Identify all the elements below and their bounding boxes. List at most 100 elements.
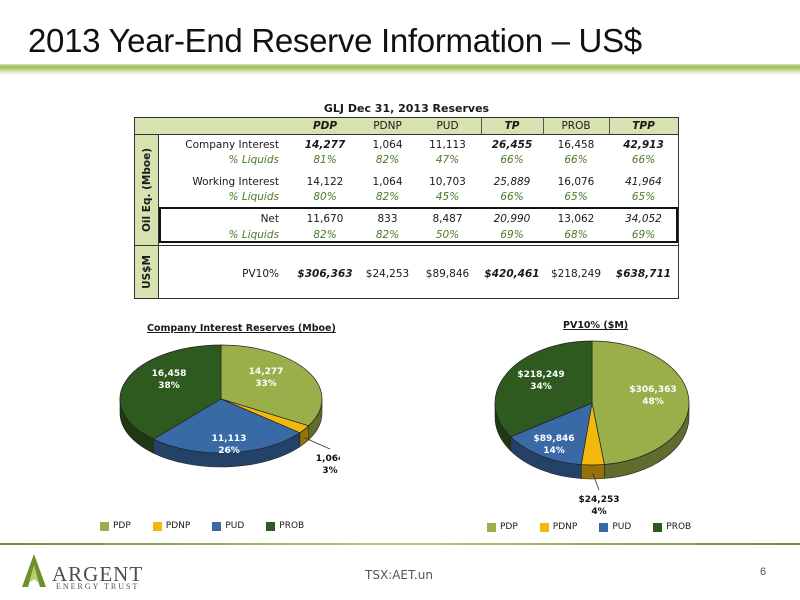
table-cell: $638,711: [615, 268, 672, 280]
table-header-row: PDP PDNP PUD TP PROB TPP: [135, 118, 678, 135]
pie-data-label-pct: 26%: [218, 446, 240, 456]
legend-label: PDP: [500, 522, 518, 532]
reserves-table: PDP PDNP PUD TP PROB TPP Oil Eq. (Mboe) …: [134, 117, 679, 299]
table-cell: 16,458: [557, 139, 595, 151]
table-cell: 50%: [435, 229, 460, 241]
table-cell: 13,062: [557, 213, 595, 225]
pie-data-label-value: $24,253: [579, 495, 620, 505]
row-label-liquids: % Liquids: [228, 154, 279, 166]
legend-label: PUD: [612, 522, 632, 532]
oil-eq-side-panel: Oil Eq. (Mboe): [135, 135, 159, 245]
legend-item-pud: PUD: [212, 521, 244, 531]
header-tpp: TPP: [632, 120, 655, 132]
table-cell: $89,846: [425, 268, 470, 280]
pie-data-label-pct: 3%: [322, 466, 337, 476]
pie-data-label-pct: 4%: [591, 507, 606, 517]
row-label-company-interest: Company Interest: [185, 139, 279, 151]
table-cell: 82%: [375, 191, 400, 203]
pie-data-label-value: $306,363: [629, 385, 676, 395]
logo-tagline: ENERGY TRUST: [56, 582, 140, 591]
table-cell: 47%: [435, 154, 460, 166]
table-cell: 65%: [564, 191, 588, 203]
legend-label: PDNP: [552, 522, 578, 532]
row-label-liquids: % Liquids: [228, 191, 279, 203]
table-cell: 1,064: [372, 139, 403, 151]
title-divider: [0, 64, 800, 76]
pie-slice-pud: [510, 402, 593, 465]
legend-item-pdnp: PDNP: [152, 521, 191, 531]
pie-slice-pdp: [591, 340, 690, 465]
table-cell: $218,249: [550, 268, 602, 280]
legend-label: PDP: [113, 521, 131, 531]
pie-title-pv10: PV10% ($M): [563, 320, 629, 331]
pie-chart-pv10: $306,363 48% $24,253 4% $89,846 14% $218,249 34…: [494, 340, 690, 517]
legend-label: PDNP: [165, 521, 191, 531]
footer-divider: [0, 543, 800, 545]
legend-item-prob: PROB: [653, 522, 691, 532]
pie-data-label-value: 14,277: [249, 367, 284, 377]
table-cell: $306,363: [297, 268, 353, 280]
table-cell: 65%: [631, 191, 656, 203]
table-cell: 68%: [564, 229, 588, 241]
legend-pv10: PDP PDNP PUD PROB: [487, 522, 691, 532]
pie-data-label-value: 16,458: [152, 369, 187, 379]
table-cell: 82%: [375, 229, 400, 241]
net-highlight-box: [159, 207, 678, 243]
usd-side-panel: US$M: [135, 246, 159, 298]
table-cell: 45%: [435, 191, 460, 203]
legend-label: PROB: [666, 522, 692, 532]
table-cell: 34,052: [625, 213, 662, 225]
table-cell: 10,703: [429, 176, 466, 188]
table-cell: 26,455: [491, 139, 533, 151]
pie-data-label-pct: 34%: [530, 382, 552, 392]
table-cell: 82%: [375, 154, 400, 166]
legend-item-pdp: PDP: [100, 521, 131, 531]
pie-data-label-value: 1,064: [316, 454, 340, 464]
table-cell: $24,253: [365, 268, 410, 280]
legend-item-pud: PUD: [599, 522, 631, 532]
row-label-working-interest: Working Interest: [192, 176, 279, 188]
table-caption: GLJ Dec 31, 2013 Reserves: [323, 102, 490, 115]
pie-slice-prob: [494, 340, 593, 438]
table-cell: 25,889: [493, 176, 531, 188]
header-prob: PROB: [561, 120, 591, 132]
pie-slice-prob: [119, 344, 222, 440]
table-cell: 833: [377, 213, 398, 225]
table-cell: 69%: [500, 229, 524, 241]
header-pdp: PDP: [312, 120, 338, 132]
table-cell: 11,670: [306, 213, 344, 225]
page-number: 6: [760, 566, 767, 578]
table-cell: 42,913: [623, 139, 664, 151]
table-cell: 66%: [500, 154, 524, 166]
callout-line: [592, 473, 600, 491]
table-cell: 41,964: [625, 176, 662, 188]
table-cell: 8,487: [432, 213, 463, 225]
table-cell: 69%: [631, 229, 656, 241]
row-label-liquids: % Liquids: [228, 229, 279, 241]
table-cell: $420,461: [484, 268, 540, 280]
pie-data-label-value: $89,846: [534, 434, 575, 444]
header-pud: PUD: [436, 120, 459, 132]
ticker-symbol: TSX:AET.un: [365, 568, 433, 582]
slide-title: 2013 Year-End Reserve Information – US$: [28, 22, 642, 59]
pie-data-label-pct: 38%: [158, 381, 180, 391]
argent-logo-icon: [22, 554, 46, 587]
pie-title-company-interest: Company Interest Reserves (Mboe): [147, 323, 336, 334]
header-tp: TP: [504, 120, 520, 132]
legend-item-pdp: PDP: [487, 522, 518, 532]
table-cell: 80%: [313, 191, 337, 203]
table-cell: 81%: [313, 154, 337, 166]
row-label-net: Net: [260, 213, 279, 225]
table-cell: 1,064: [372, 176, 403, 188]
table-cell: 20,990: [493, 213, 531, 225]
table-cell: 14,122: [306, 176, 344, 188]
logo-wordmark: ARGENT: [52, 562, 144, 586]
legend-company-interest: PDP PDNP PUD PROB: [100, 521, 304, 531]
pie-data-label-pct: 14%: [543, 446, 565, 456]
table-cell: 11,113: [429, 139, 466, 151]
legend-label: PUD: [225, 521, 245, 531]
legend-label: PROB: [279, 521, 305, 531]
pie-slice-side-pdnp: [580, 464, 605, 480]
pie-data-label-pct: 33%: [255, 379, 277, 389]
row-label-pv10: PV10%: [242, 268, 279, 280]
